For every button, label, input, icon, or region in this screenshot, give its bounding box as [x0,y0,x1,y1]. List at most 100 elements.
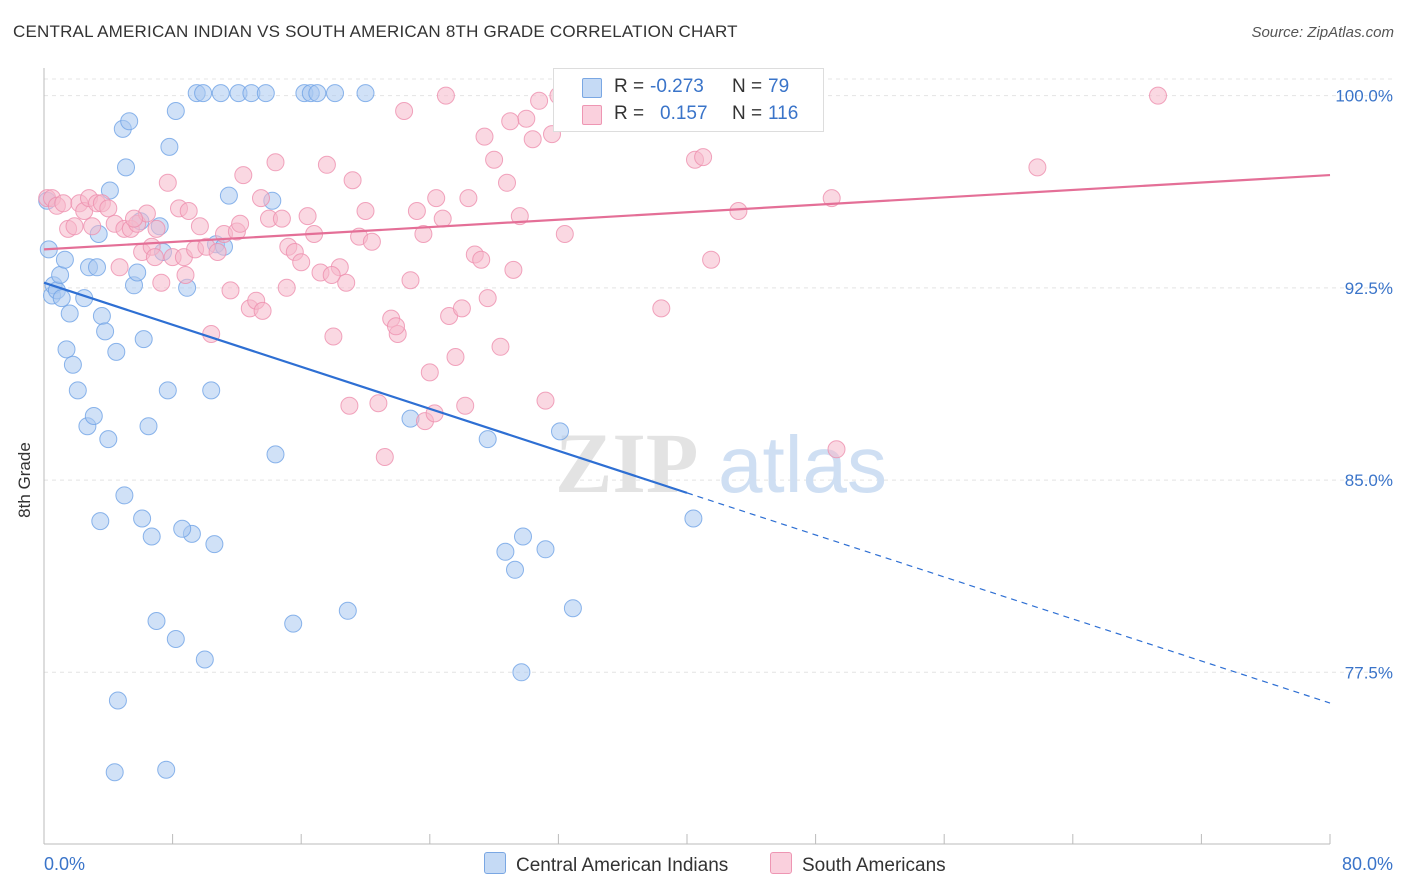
trend-line-south-americans [43,173,1331,251]
legend-item-south-americans: South Americans [770,852,946,877]
point-south-americans [369,394,388,413]
point-south-americans [190,217,209,236]
point-south-americans [517,109,536,128]
point-south-americans [356,202,375,220]
point-central-american-indians [512,663,531,682]
point-central-american-indians [100,181,119,200]
point-central-american-indians [195,650,214,669]
point-central-american-indians [91,512,110,531]
point-central-american-indians [496,542,515,561]
point-south-americans [147,219,166,238]
point-south-americans [694,148,713,167]
point-central-american-indians [105,763,124,782]
point-south-americans [234,166,253,185]
point-south-americans [298,207,317,226]
point-central-american-indians [173,519,192,538]
point-central-american-indians [166,102,185,120]
point-central-american-indians [51,266,70,284]
point-south-americans [292,253,311,272]
point-central-american-indians [115,486,134,505]
point-south-americans [401,271,420,290]
point-central-american-indians [160,137,179,156]
point-south-americans [530,91,549,110]
legend-row-central-american: R = -0.273 N = 79 [554,74,823,100]
point-south-americans [272,209,291,228]
point-central-american-indians [284,614,303,633]
legend-r-value: 0.157 [660,103,708,124]
x-tick-label: 0.0% [44,854,85,874]
point-south-americans [436,86,455,105]
point-south-americans [822,189,841,208]
point-south-americans [1149,86,1167,105]
point-south-americans [231,214,250,233]
chart-title: CENTRAL AMERICAN INDIAN VS SOUTH AMERICA… [13,22,738,41]
legend-n-key: N = [732,103,763,124]
trend-line-extension [686,492,1331,704]
point-central-american-indians [536,540,555,559]
point-central-american-indians [158,381,177,400]
point-central-american-indians [133,509,152,528]
point-central-american-indians [166,630,185,648]
point-south-americans [54,194,73,213]
point-south-americans [407,202,426,220]
point-south-americans [322,266,341,284]
point-south-americans [387,317,405,336]
point-south-americans [446,348,465,366]
y-axis-label: 8th Grade [15,442,34,518]
point-central-american-indians [128,263,147,282]
point-south-americans [208,243,227,261]
tick-labels: 100.0% 92.5% 85.0% 77.5% 0.0% 80.0% [44,87,1393,874]
legend-n-value: 79 [768,76,790,97]
point-central-american-indians [202,381,221,400]
point-central-american-indians [256,84,275,103]
point-south-americans [478,289,497,308]
point-south-americans [536,391,555,410]
point-south-americans [317,155,336,174]
point-south-americans [501,112,520,131]
point-south-americans [475,127,494,146]
point-south-americans [324,327,343,346]
point-south-americans [1028,158,1047,177]
point-south-americans [158,173,177,192]
point-south-americans [459,189,478,208]
point-central-american-indians [266,445,285,464]
point-central-american-indians [92,307,111,325]
point-south-americans [221,281,240,300]
point-central-american-indians [60,304,79,323]
watermark-zip: ZIP [555,415,698,511]
point-south-americans [652,299,671,318]
legend-n-key: N = [732,76,763,97]
point-central-american-indians [356,84,375,103]
point-central-american-indians [63,355,82,374]
legend-swatch-pink [770,852,792,874]
point-south-americans [456,396,475,415]
legend-r-key: R = [614,76,645,97]
point-south-americans [395,102,414,120]
point-south-americans [277,278,296,297]
x-tick-label: 80.0% [1342,854,1393,874]
point-central-american-indians [308,84,327,103]
legend-swatch-blue [582,78,602,98]
point-central-american-indians [194,84,213,103]
point-south-americans [266,153,285,172]
point-central-american-indians [57,340,76,359]
point-south-americans [99,199,118,218]
point-south-americans [510,207,529,226]
point-south-americans [362,232,381,251]
point-central-american-indians [96,322,115,341]
point-central-american-indians [684,509,703,528]
point-south-americans [555,225,574,243]
point-central-american-indians [52,289,71,308]
point-south-americans [485,150,504,169]
point-central-american-indians [107,342,126,361]
point-south-americans [337,273,356,292]
point-south-americans [452,299,471,318]
point-south-americans [152,273,171,292]
point-south-americans [110,258,129,277]
point-south-americans [729,202,748,220]
point-central-american-indians [117,158,135,177]
point-central-american-indians [338,601,357,620]
legend-label: South Americans [802,855,946,876]
point-central-american-indians [219,186,238,205]
y-tick-label: 100.0% [1335,87,1393,106]
